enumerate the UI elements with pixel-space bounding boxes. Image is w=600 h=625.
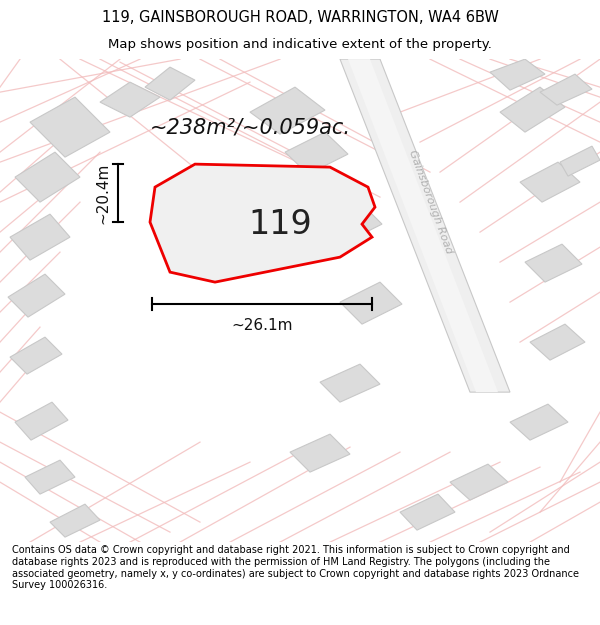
Text: ~238m²/~0.059ac.: ~238m²/~0.059ac.: [149, 117, 350, 137]
Polygon shape: [50, 504, 100, 537]
Text: Gainsborough Road: Gainsborough Road: [407, 149, 454, 256]
Text: Contains OS data © Crown copyright and database right 2021. This information is : Contains OS data © Crown copyright and d…: [12, 546, 579, 590]
Polygon shape: [25, 460, 75, 494]
Polygon shape: [490, 59, 545, 90]
Polygon shape: [145, 67, 195, 100]
Polygon shape: [530, 324, 585, 360]
Polygon shape: [320, 364, 380, 402]
Polygon shape: [10, 337, 62, 374]
Polygon shape: [450, 464, 508, 500]
Polygon shape: [285, 132, 348, 174]
Text: ~26.1m: ~26.1m: [231, 318, 293, 333]
Polygon shape: [510, 404, 568, 440]
Polygon shape: [150, 164, 375, 282]
Text: Map shows position and indicative extent of the property.: Map shows position and indicative extent…: [108, 38, 492, 51]
Text: ~20.4m: ~20.4m: [95, 162, 110, 224]
Polygon shape: [100, 82, 160, 117]
Polygon shape: [340, 282, 402, 324]
Polygon shape: [560, 146, 600, 176]
Polygon shape: [348, 59, 498, 392]
Polygon shape: [10, 214, 70, 260]
Text: 119, GAINSBOROUGH ROAD, WARRINGTON, WA4 6BW: 119, GAINSBOROUGH ROAD, WARRINGTON, WA4 …: [101, 10, 499, 25]
Polygon shape: [30, 97, 110, 157]
Text: 119: 119: [248, 208, 312, 241]
Polygon shape: [290, 434, 350, 472]
Polygon shape: [520, 162, 580, 202]
Polygon shape: [320, 202, 382, 244]
Polygon shape: [8, 274, 65, 317]
Polygon shape: [540, 74, 592, 105]
Polygon shape: [340, 59, 510, 392]
Polygon shape: [15, 152, 80, 202]
Polygon shape: [250, 87, 325, 134]
Polygon shape: [500, 87, 565, 132]
Polygon shape: [400, 494, 455, 530]
Polygon shape: [525, 244, 582, 282]
Polygon shape: [15, 402, 68, 440]
